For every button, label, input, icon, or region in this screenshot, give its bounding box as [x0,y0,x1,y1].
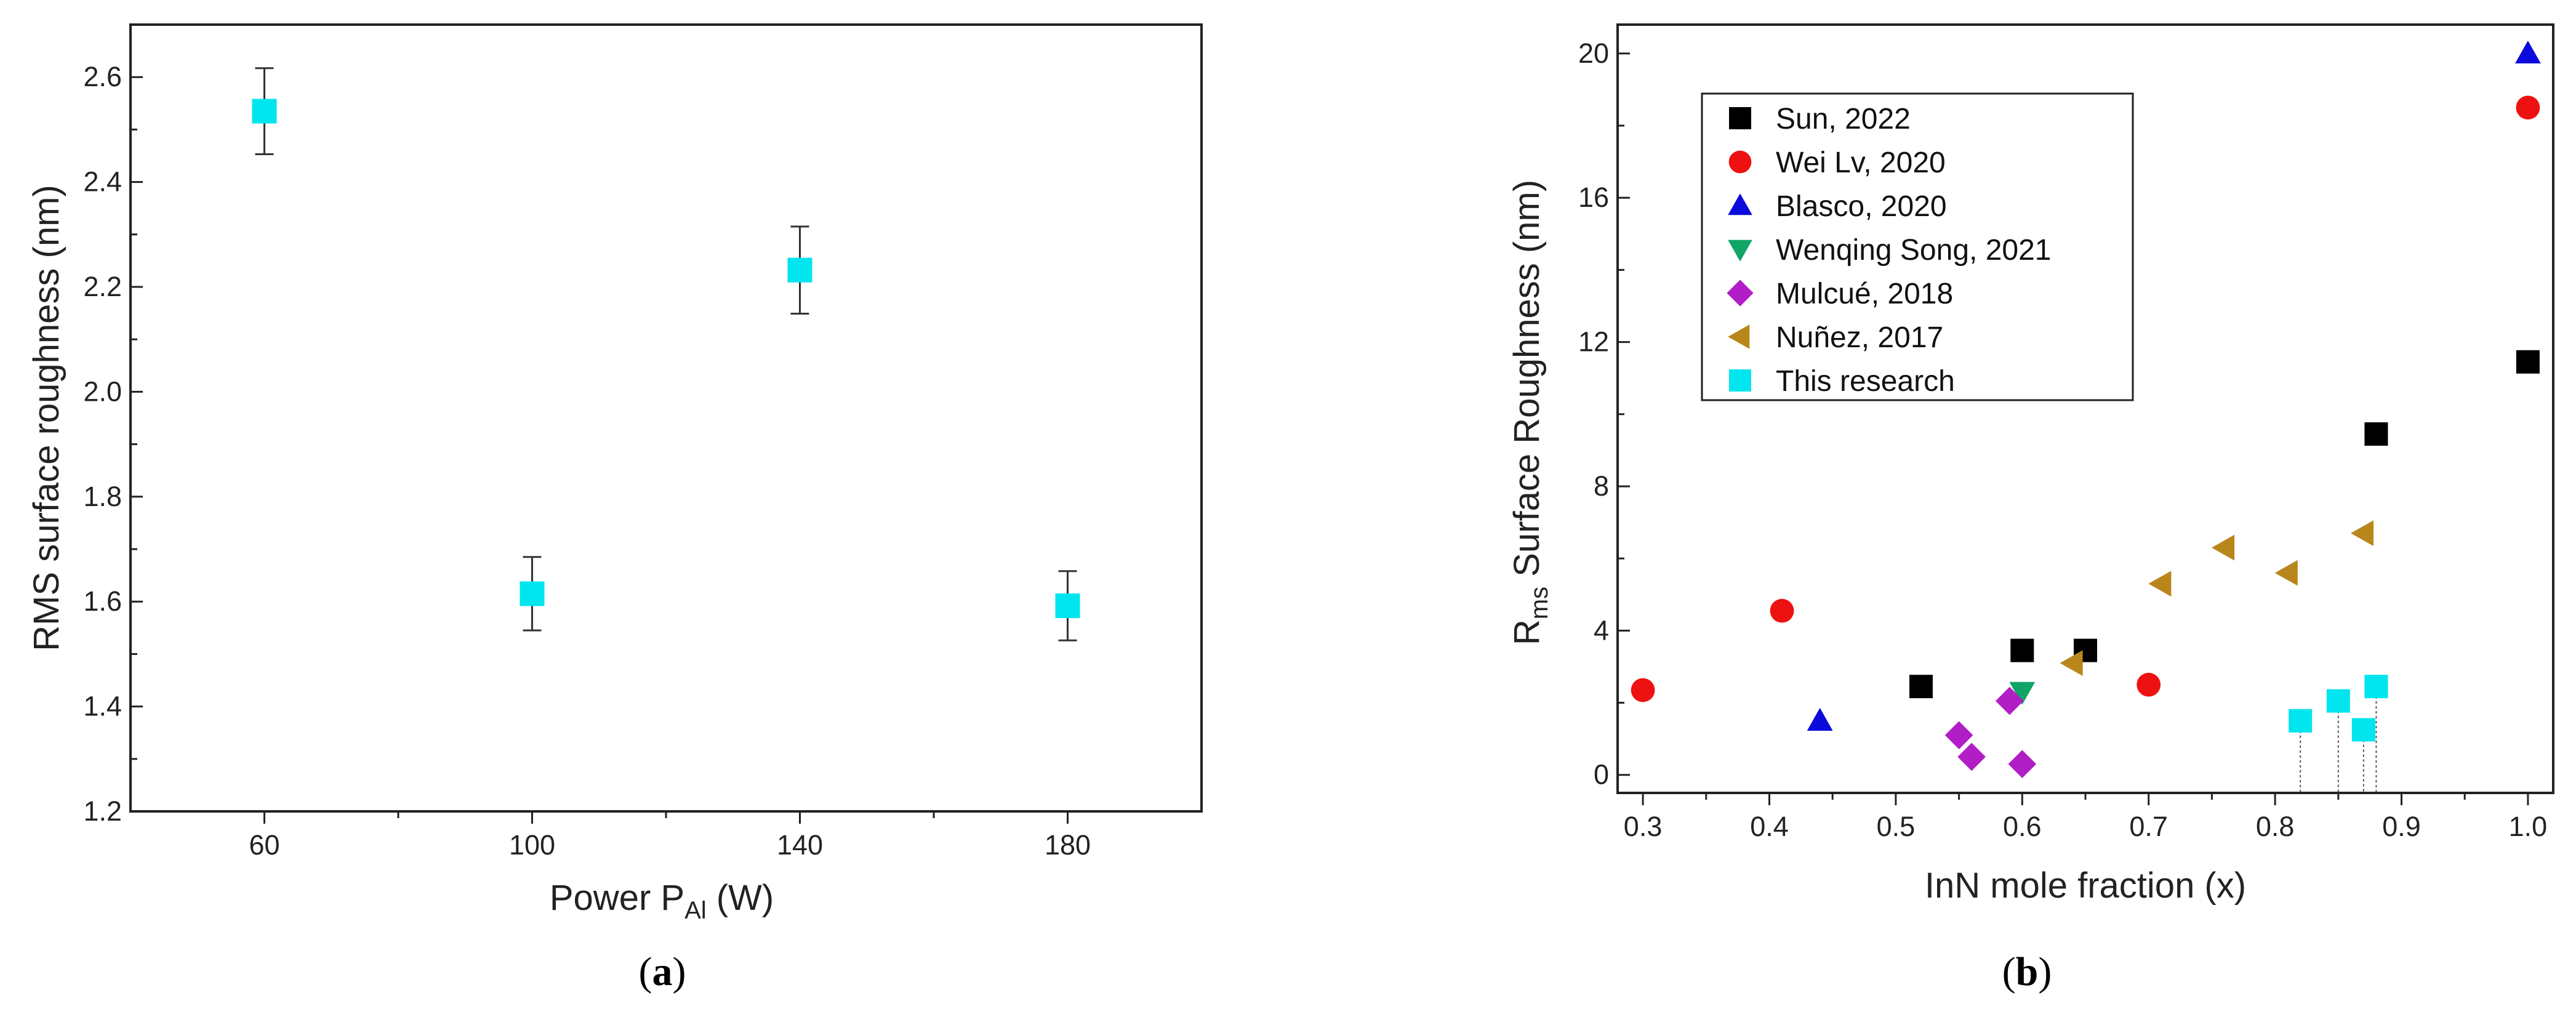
legend-marker-blasco-2020 [1728,193,1752,215]
legend-label-wei-lv-2020: Wei Lv, 2020 [1776,147,1946,179]
chart-a-xtick-label: 140 [777,829,823,861]
panel-a-letter: a [652,949,673,994]
chart-b-xtick-label: 0.7 [2129,811,2168,842]
chart-b-point-this-research [2326,689,2350,713]
chart-b-xtick-label: 0.8 [2256,811,2295,842]
chart-a-ytick-label: 2.0 [83,376,122,407]
chart-b-point-wenqing-song-2021 [2009,681,2036,705]
chart-a-ytick-label: 1.8 [83,481,122,512]
legend-marker-wenqing-song-2021 [1728,239,1752,262]
chart-b-xtick-label: 0.4 [1750,811,1789,842]
chart-a-xlabel-sub: Al [684,897,707,924]
chart-b-point-sun-2022 [2516,350,2540,374]
chart-b-ylabel: Rms Surface Roughness (nm) [1507,180,1553,645]
chart-a-xlabel-unit: (W) [707,878,774,918]
chart-b-xtick-label: 0.5 [1877,811,1916,842]
chart-b-point-this-research [2289,709,2313,733]
chart-b-point-sun-2022 [1909,675,1933,699]
chart-a-data-point [252,98,277,124]
chart-b-point-this-research [2364,675,2388,699]
legend-marker-sun-2022 [1729,107,1751,129]
panel-a-label: (a) [639,949,686,994]
chart-b-point-sun-2022 [2010,638,2034,662]
legend-label-wenqing-song-2021: Wenqing Song, 2021 [1776,234,2051,267]
chart-b-ylabel-main: R [1507,619,1547,645]
chart-b-point-sun-2022 [2364,422,2388,446]
chart-b-xtick-label: 1.0 [2509,811,2548,842]
chart-b-point-nu-ez-2017 [2060,650,2083,676]
chart-b-xlabel: InN mole fraction (x) [1925,866,2246,906]
chart-b-point-wei-lv-2020 [2516,95,2540,120]
chart-a-data-point [1055,593,1080,619]
chart-a-data-point [787,257,813,283]
panel-b-paren-close: ) [2038,949,2052,994]
chart-a-xtick-label: 100 [509,829,555,861]
chart-b-point-blasco-2020 [1807,707,1833,731]
chart-a-ytick-label: 2.2 [83,271,122,302]
chart-a-ytick-label: 2.4 [83,166,122,198]
chart-a-plot-frame [129,23,1203,813]
chart-b-point-wei-lv-2020 [1770,598,1794,623]
chart-a-xlabel: Power PAl (W) [550,878,774,924]
chart-b-xtick-label: 0.3 [1624,811,1663,842]
legend-label-sun-2022: Sun, 2022 [1776,103,1911,135]
chart-b-ytick-label: 20 [1578,38,1609,69]
panel-b-letter: b [2016,949,2039,994]
legend-marker-wei-lv-2020 [1728,150,1752,174]
chart-b-point-wei-lv-2020 [2137,672,2161,697]
chart-b-point-nu-ez-2017 [2350,520,2374,547]
chart-b-point-this-research [2351,718,2375,742]
chart-a-xtick-label: 60 [249,829,279,861]
chart-b-ytick-label: 0 [1594,759,1609,790]
panel-a-paren-close: ) [673,949,686,994]
chart-a-ytick-label: 1.2 [83,795,122,827]
chart-b-ytick-label: 8 [1594,470,1609,502]
chart-b-point-wei-lv-2020 [1631,678,1655,702]
legend-marker-this-research [1729,369,1751,392]
chart-b-point-nu-ez-2017 [2212,534,2235,561]
chart-b-ylabel-rest: Surface Roughness (nm) [1507,180,1547,587]
chart-b-ytick-label: 4 [1594,614,1609,646]
legend-marker-mulcu-2018 [1727,279,1754,307]
chart-a-data-point [520,581,545,606]
legend-label-this-research: This research [1776,365,1955,398]
legend-marker-nu-ez-2017 [1728,324,1750,349]
legend-label-blasco-2020: Blasco, 2020 [1776,190,1947,223]
chart-b-ytick-label: 12 [1578,326,1609,358]
chart-a-ytick-label: 2.6 [83,61,122,92]
chart-b-point-nu-ez-2017 [2274,560,2298,586]
chart-b-point-mulcu-2018 [1995,686,2024,715]
legend-label-nu-ez-2017: Nuñez, 2017 [1776,321,1943,354]
chart-b-point-mulcu-2018 [1957,742,1986,771]
panel-b-label: (b) [2002,949,2052,994]
chart-b-xtick-label: 0.9 [2382,811,2421,842]
chart-a-ylabel: RMS surface roughness (nm) [26,185,66,651]
chart-a-ytick-label: 1.6 [83,585,122,617]
chart-a: RMS surface roughness (nm) Power PAl (W)… [26,23,1203,994]
chart-b-legend-box [1701,92,2134,401]
chart-b-point-mulcu-2018 [1944,721,1973,750]
chart-b-point-mulcu-2018 [2008,750,2037,778]
chart-b: Rms Surface Roughness (nm) InN mole frac… [1507,23,2554,994]
chart-b-xtick-label: 0.6 [2003,811,2042,842]
panel-b-paren-open: ( [2002,949,2016,994]
chart-b-point-nu-ez-2017 [2148,571,2172,597]
chart-b-ylabel-sub: ms [1526,587,1553,619]
chart-a-xlabel-main: Power P [550,878,684,918]
chart-a-xtick-label: 180 [1045,829,1091,861]
chart-b-point-blasco-2020 [2515,40,2541,64]
chart-a-ytick-label: 1.4 [83,691,122,722]
panel-a-paren-open: ( [639,949,652,994]
chart-b-ytick-label: 16 [1578,182,1609,213]
legend-label-mulcu-2018: Mulcué, 2018 [1776,278,1953,310]
